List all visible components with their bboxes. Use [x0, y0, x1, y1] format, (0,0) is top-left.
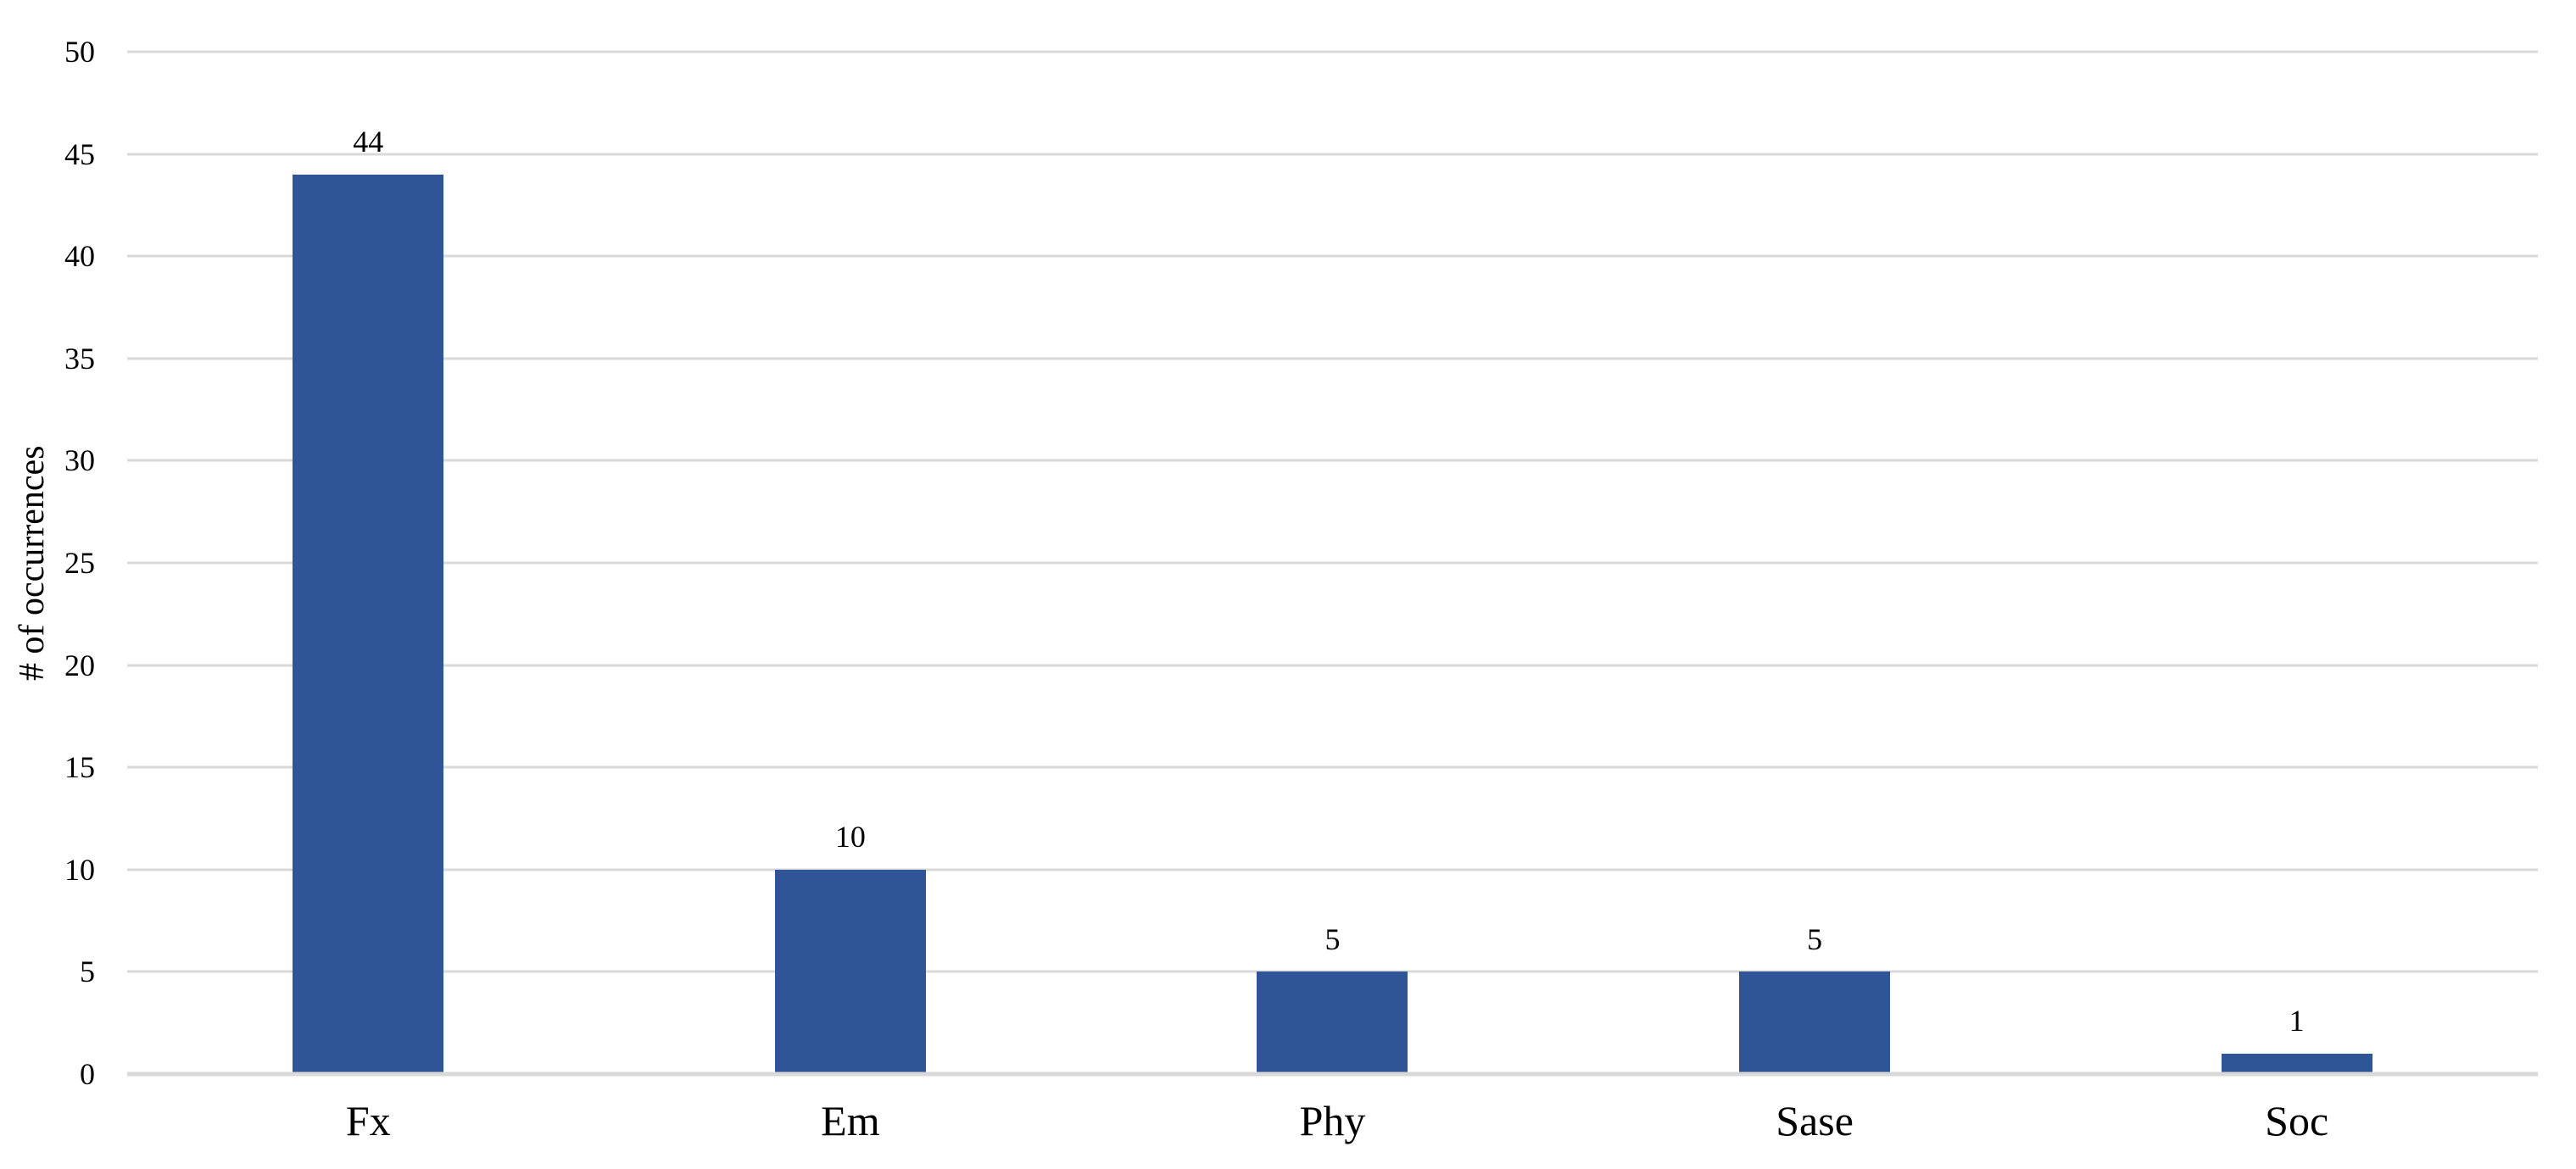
bar-phy: 5 [1257, 922, 1408, 1074]
y-tick-label-0: 0 [80, 1057, 95, 1091]
gridline-y-20 [127, 664, 2538, 667]
y-tick-label-50: 50 [64, 35, 95, 69]
data-label-soc: 1 [2289, 1004, 2305, 1038]
y-tick-label-5: 5 [80, 955, 95, 989]
bar-slot-sase: 5 [1574, 52, 2056, 1074]
x-category-label-soc: Soc [2265, 1097, 2329, 1144]
y-tick-label-25: 25 [64, 546, 95, 580]
x-axis-line [127, 1072, 2538, 1077]
y-tick-label-30: 30 [64, 443, 95, 478]
x-category-label-em: Em [821, 1097, 880, 1144]
plot-area: 44 10 5 5 1 [127, 50, 2538, 1077]
bar-slot-soc: 1 [2055, 52, 2538, 1074]
bar-sase: 5 [1739, 922, 1891, 1074]
y-tick-label-35: 35 [64, 341, 95, 376]
gridline-y-40 [127, 254, 2538, 258]
gridline-y-35 [127, 357, 2538, 360]
y-tick-label-15: 15 [64, 750, 95, 785]
data-label-fx: 44 [353, 125, 384, 159]
bar-slot-em: 10 [610, 52, 1092, 1074]
x-category-label-sase: Sase [1776, 1097, 1854, 1144]
bar-slot-fx: 44 [127, 52, 610, 1074]
bar-em: 10 [774, 821, 926, 1074]
x-category-label-phy: Phy [1299, 1097, 1366, 1144]
bar-fx: 44 [293, 125, 444, 1074]
data-label-sase: 5 [1807, 921, 1823, 956]
bar-soc: 1 [2221, 1005, 2372, 1074]
data-label-phy: 5 [1324, 921, 1341, 956]
gridline-y-15 [127, 765, 2538, 769]
x-axis-category-labels: Fx Em Phy Sase Soc [127, 1097, 2538, 1146]
bar-series: 44 10 5 5 1 [127, 52, 2538, 1074]
y-tick-label-10: 10 [64, 852, 95, 887]
y-tick-label-20: 20 [64, 648, 95, 682]
gridline-y-50 [127, 50, 2538, 53]
bar-slot-phy: 5 [1091, 52, 1574, 1074]
gridline-y-45 [127, 153, 2538, 156]
y-tick-label-45: 45 [64, 136, 95, 171]
gridline-y-25 [127, 561, 2538, 565]
gridline-y-30 [127, 459, 2538, 462]
x-category-label-fx: Fx [345, 1097, 391, 1144]
gridline-y-10 [127, 868, 2538, 871]
y-tick-label-40: 40 [64, 239, 95, 274]
y-axis-tick-labels: 0 5 10 15 20 25 30 35 40 45 50 [0, 36, 95, 1089]
data-label-em: 10 [834, 820, 866, 854]
